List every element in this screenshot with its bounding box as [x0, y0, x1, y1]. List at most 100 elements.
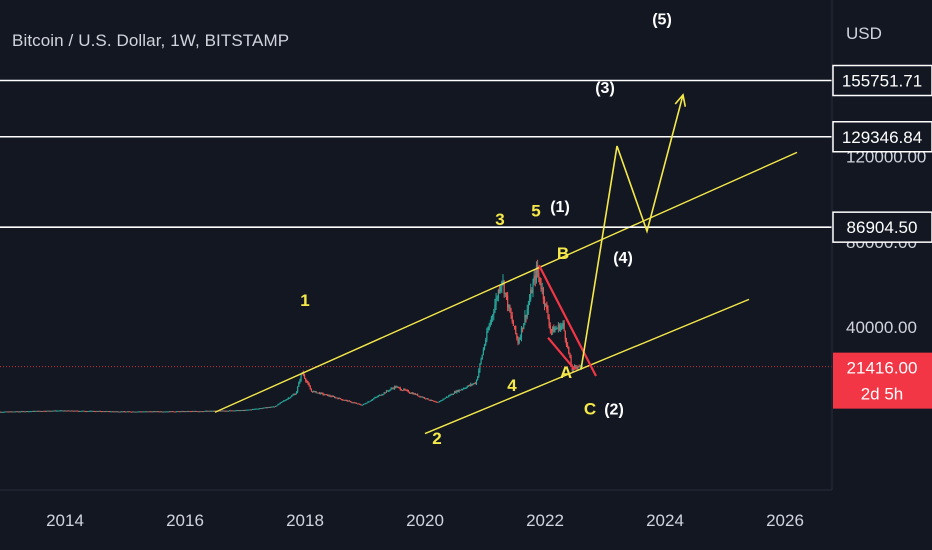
candle-body — [112, 411, 114, 413]
candle-body — [171, 411, 173, 413]
candle-body — [250, 409, 253, 411]
candle-body — [83, 410, 85, 412]
candle-body — [331, 396, 333, 398]
candle-body — [481, 354, 483, 359]
candle-body — [133, 411, 135, 413]
candle-body — [443, 398, 445, 400]
candle-body — [378, 394, 381, 396]
candle-body — [500, 286, 502, 292]
candle-body — [53, 410, 55, 412]
candle-body — [563, 322, 565, 331]
candle-body — [547, 309, 549, 318]
candle-body — [298, 382, 300, 387]
candle-body — [523, 323, 525, 329]
candle-body — [60, 410, 62, 412]
candle-body — [538, 272, 540, 277]
candle-body — [303, 374, 306, 379]
level-price-tag — [832, 211, 932, 243]
candle-body — [532, 282, 534, 293]
candle-body — [283, 400, 285, 402]
candle-body — [307, 382, 309, 384]
candle-body — [173, 411, 175, 413]
candle-body — [512, 321, 514, 326]
candle-body — [44, 410, 46, 412]
candle-body — [492, 314, 494, 318]
candle-body — [141, 411, 143, 413]
candle-body — [392, 388, 394, 390]
candle-body — [181, 411, 183, 413]
candle-body — [196, 411, 198, 413]
candle-body — [480, 358, 482, 364]
candle-body — [485, 340, 487, 345]
wave-label-paren-1: (1) — [550, 199, 570, 216]
candle-body — [36, 410, 38, 412]
candle-body — [338, 398, 340, 400]
candle-body — [264, 407, 266, 409]
candle-body — [309, 386, 311, 390]
candle-body — [144, 411, 146, 413]
candle-body — [482, 349, 484, 355]
candle-body — [367, 401, 369, 403]
candle-body — [370, 400, 373, 402]
candle-body — [175, 411, 178, 413]
candle-body — [0, 411, 2, 413]
candle-body — [494, 304, 496, 313]
candle-body — [329, 395, 331, 397]
candle-body — [2, 411, 4, 413]
candle-body — [97, 410, 99, 412]
candle-body — [67, 410, 69, 412]
current-price-value: 21416.00 — [847, 359, 918, 378]
candle-body — [254, 408, 256, 410]
candle-body — [149, 411, 151, 413]
candle-body — [518, 339, 520, 344]
wave-label-c: C — [584, 399, 596, 418]
candle-body — [61, 410, 63, 412]
candle-body — [38, 410, 40, 412]
candle-body — [470, 384, 472, 386]
candle-body — [561, 324, 563, 327]
candle-body — [92, 410, 94, 412]
candle-body — [312, 391, 314, 393]
candle-body — [465, 387, 467, 389]
candle-body — [188, 411, 190, 413]
wave-label-3: 3 — [495, 210, 504, 229]
candle-body — [420, 396, 422, 398]
candle-body — [27, 411, 29, 413]
candle-body — [23, 411, 25, 413]
candle-body — [455, 391, 457, 393]
candle-body — [63, 410, 66, 412]
candle-body — [106, 411, 108, 413]
candle-body — [568, 346, 570, 354]
candle-body — [575, 366, 577, 368]
candle-body — [127, 411, 129, 413]
candle-body — [103, 411, 105, 413]
candle-body — [46, 410, 48, 412]
candle-body — [211, 410, 213, 412]
candle-body — [564, 330, 566, 340]
candle-body — [8, 411, 10, 413]
candle-body — [381, 394, 383, 396]
candle-body — [372, 399, 374, 401]
candle-body — [45, 411, 47, 413]
candle-body — [291, 395, 293, 397]
candle-body — [150, 411, 152, 413]
candle-body — [350, 401, 352, 403]
candle-body — [558, 324, 561, 331]
candle-body — [373, 398, 375, 400]
wedge-upper-line — [538, 264, 597, 377]
candle-body — [557, 324, 559, 329]
candle-body — [285, 399, 287, 401]
candle-body — [84, 411, 86, 413]
candle-body — [459, 389, 461, 391]
candle-body — [155, 411, 157, 413]
candle-body — [1, 411, 3, 413]
candle-body — [495, 297, 497, 305]
candle-body — [441, 400, 443, 402]
candle-body — [248, 409, 250, 411]
candle-body — [325, 394, 328, 396]
candle-body — [567, 345, 569, 347]
candle-body — [140, 411, 142, 413]
candle-body — [87, 411, 89, 413]
candle-body — [315, 391, 317, 394]
